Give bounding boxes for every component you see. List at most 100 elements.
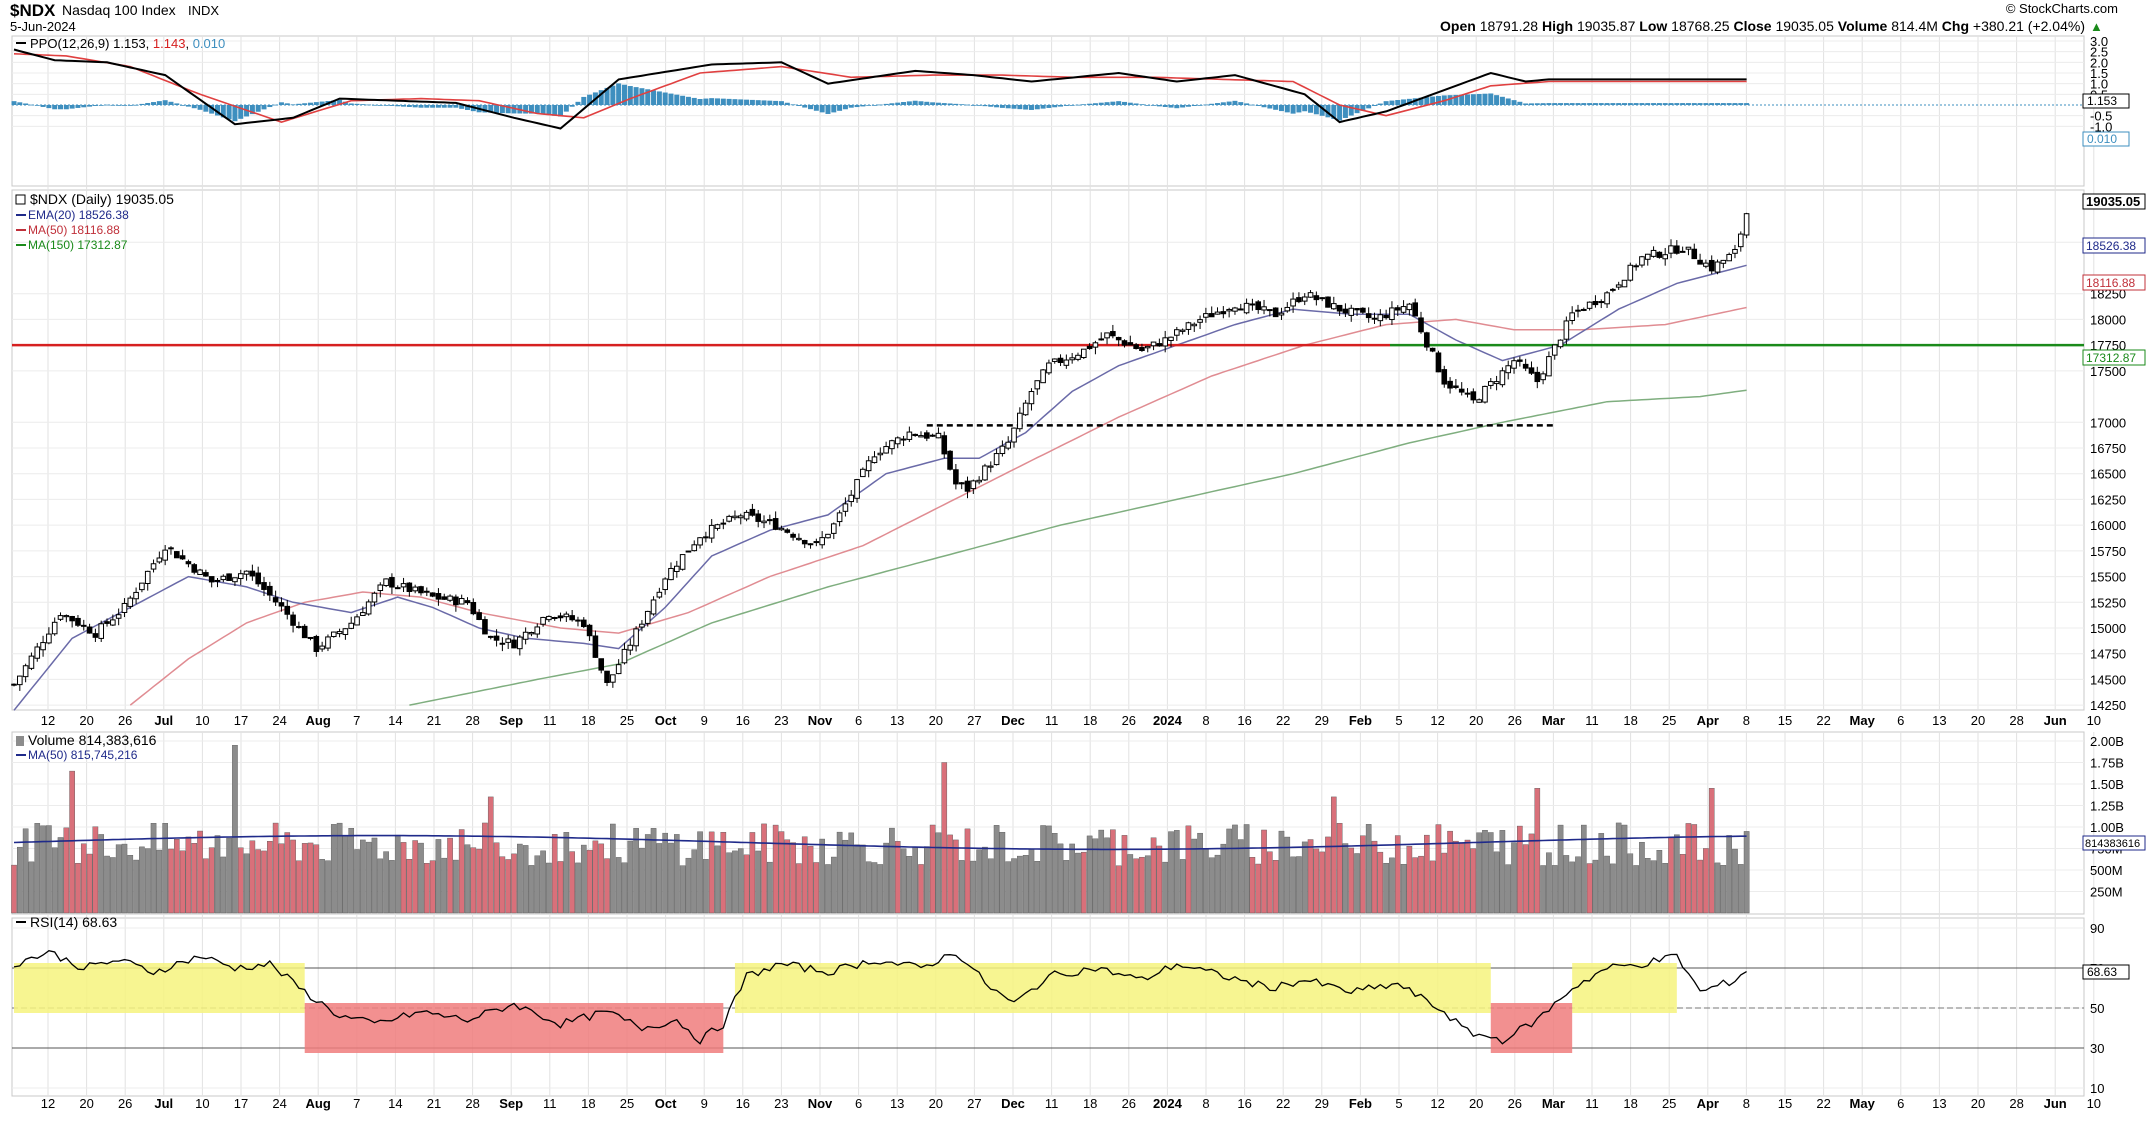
volume-bar [1319, 851, 1325, 914]
volume-bar [865, 861, 872, 914]
candle-body [784, 529, 791, 533]
volume-bar [435, 839, 442, 914]
candle-body [470, 601, 477, 615]
ppo-hist-bar [941, 103, 947, 105]
ppo-hist-bar [1308, 105, 1314, 113]
volume-bar [1418, 855, 1424, 914]
ppo-hist-bar [197, 105, 203, 110]
volume-bar [1482, 829, 1488, 914]
candle-body [761, 520, 767, 524]
ppo-hist-bar [528, 105, 534, 114]
volume-bar [935, 832, 942, 914]
candle-body [1487, 381, 1494, 386]
candle-body [168, 547, 174, 550]
ppo-hist-value: 0.010 [193, 36, 226, 51]
x-tick-label: 26 [118, 1096, 132, 1111]
volume-bar [958, 860, 965, 914]
ppo-hist-bar [575, 101, 581, 105]
ppo-hist-bar [988, 105, 994, 107]
x-tick-label: 24 [272, 713, 286, 728]
candle-body [836, 512, 843, 523]
ppo-hist-bar [1389, 100, 1395, 105]
volume-bar [173, 839, 180, 914]
ppo-hist-bar [1715, 103, 1721, 105]
candle-body [487, 635, 494, 638]
ppo-hist-bar [145, 102, 151, 105]
volume-bar [1487, 832, 1494, 914]
candle-body [662, 578, 668, 591]
candle-body [1034, 380, 1041, 390]
ppo-hist-bar [505, 105, 511, 114]
candle-body [691, 544, 698, 552]
candle-body [848, 494, 855, 503]
volume-bar [290, 839, 296, 914]
ppo-hist-bar [232, 105, 238, 122]
volume-bar [69, 770, 75, 914]
candle-body [1650, 249, 1657, 257]
ppo-hist-bar [174, 103, 180, 105]
ppo-hist-bar [110, 104, 116, 106]
volume-bar [1499, 830, 1506, 914]
candle-body [424, 590, 430, 593]
grid-lines [12, 36, 2095, 1096]
candle-body [1086, 345, 1093, 350]
x-tick-label: 12 [1430, 713, 1444, 728]
volume-bar [325, 860, 331, 914]
x-tick-label: 18 [1623, 1096, 1637, 1111]
close-tag: 19035.05 [2086, 194, 2140, 209]
volume-bar [499, 856, 506, 914]
volume-bar [179, 850, 186, 914]
ppo-hist-bar [831, 105, 837, 113]
volume-bar [1429, 860, 1436, 914]
ppo-hist-bar [651, 90, 657, 105]
volume-bar [1511, 842, 1517, 914]
volume-bar [1022, 855, 1029, 914]
ppo-hist-bar [92, 105, 98, 106]
candle-body [534, 626, 541, 635]
candle-body [1575, 309, 1581, 312]
ppo-hist-bar [854, 105, 860, 108]
candle-body [825, 533, 831, 539]
x-tick-label: Jun [2044, 1096, 2067, 1111]
ppo-hist-bar [842, 105, 848, 110]
x-tick-label: 13 [1932, 713, 1946, 728]
ppo-hist-bar [418, 105, 424, 108]
candle-body [371, 592, 378, 603]
candle-body [261, 582, 267, 590]
ppo-hist-bar [709, 98, 715, 105]
candle-body [75, 617, 81, 626]
volume-bar [1615, 822, 1622, 914]
candle-body [685, 550, 692, 553]
ppo-hist-bar [1145, 105, 1151, 106]
volume-bar [383, 851, 389, 914]
volume-bar [1435, 824, 1442, 914]
volume-bar [941, 762, 948, 914]
candle-body [1598, 301, 1605, 304]
volume-bar [482, 822, 488, 914]
x-tick-label: Nov [808, 713, 833, 728]
ppo-hist-bar [1622, 103, 1628, 105]
volume-bar [1679, 854, 1686, 914]
ppo-hist-bar [1395, 100, 1401, 105]
candle-body [639, 623, 645, 628]
candle-body [1435, 352, 1442, 373]
x-tick-label: 8 [1743, 1096, 1750, 1111]
candle-body [958, 482, 965, 485]
y-tick-label: 10 [2090, 1081, 2104, 1096]
x-tick-label: 6 [1897, 713, 1904, 728]
index-name: Nasdaq 100 Index [62, 2, 176, 18]
x-tick-label: 8 [1202, 713, 1209, 728]
x-tick-label: 20 [79, 1096, 93, 1111]
candle-body [703, 536, 709, 539]
volume-bar [1127, 854, 1134, 914]
y-tick-label: 16250 [2090, 492, 2126, 507]
volume-bar [354, 849, 360, 914]
candle-body [1272, 307, 1279, 318]
candle-body [115, 614, 122, 619]
candle-body [1354, 308, 1360, 311]
volume-bar [674, 834, 680, 914]
candle-body [929, 434, 936, 437]
volume-bar [987, 858, 994, 914]
candle-body [1307, 292, 1314, 298]
candle-body [1075, 354, 1081, 360]
